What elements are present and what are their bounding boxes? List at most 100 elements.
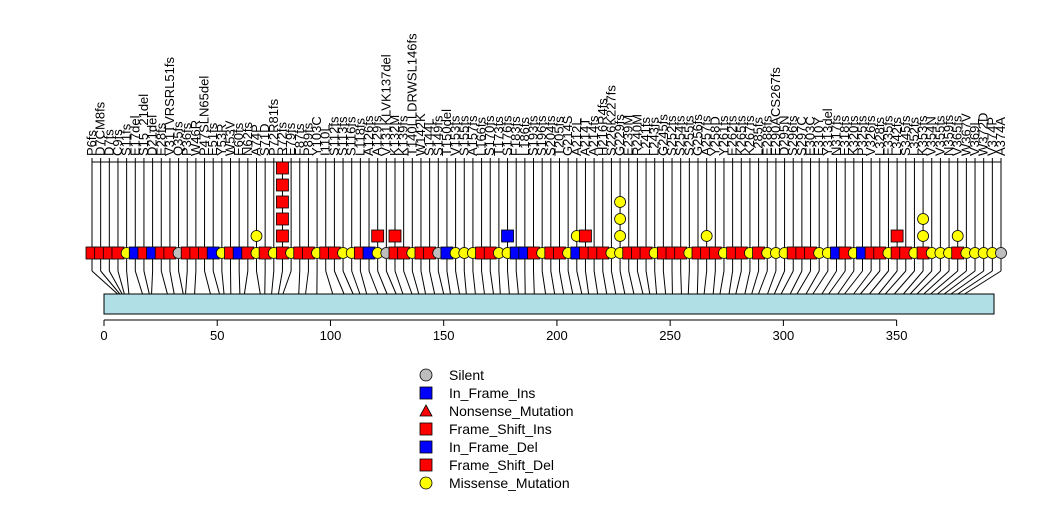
mutation-label: K139fs xyxy=(396,115,411,156)
mutation-label: G214S xyxy=(560,115,575,156)
stem-connector xyxy=(533,270,535,295)
mutation-label: C9fs xyxy=(110,129,125,156)
x-tick-label: 100 xyxy=(320,328,342,343)
stem-layer xyxy=(91,168,1002,295)
marker-frame_shift_del xyxy=(388,229,402,243)
legend-swatch xyxy=(419,386,433,400)
legend-swatch xyxy=(419,368,433,382)
stem-connector xyxy=(238,270,241,295)
mutation-label: N317fs xyxy=(829,114,844,156)
mutation-label: F87fs xyxy=(292,123,307,156)
mutation-label: G229fs xyxy=(612,114,627,156)
stem-connector xyxy=(805,270,820,295)
mutation-label: E79fs xyxy=(283,122,298,156)
stem-connector xyxy=(712,270,716,295)
legend-entry: Missense_Mutation xyxy=(419,475,570,491)
marker-silent xyxy=(995,247,1007,259)
stem-connector xyxy=(243,270,249,295)
mutation-label: S345fs xyxy=(898,115,913,156)
stem-connector xyxy=(844,270,863,295)
stem-connector xyxy=(342,270,354,295)
x-tick-label: 0 xyxy=(100,328,107,343)
stem-connector xyxy=(455,270,461,295)
stem-connector xyxy=(869,270,889,295)
stem-connector xyxy=(789,270,803,295)
stem-connector xyxy=(662,270,667,295)
mutation-label: L243fs xyxy=(647,116,662,156)
stem-connector xyxy=(282,270,292,295)
mutation-label: A214fs xyxy=(586,115,601,156)
mutation-label: S297C xyxy=(794,116,809,156)
mutation-label: N359fs xyxy=(941,114,956,156)
x-tick-label: 200 xyxy=(546,328,568,343)
mutation-label: V355fs xyxy=(932,115,947,156)
mutation-label: H216R4fs xyxy=(595,98,610,156)
mutation-label: P89fs xyxy=(300,122,315,156)
stem-connector xyxy=(751,270,760,295)
legend-entry: In_Frame_Ins xyxy=(419,385,535,401)
stem-connector xyxy=(515,270,519,295)
mutation-label: N62fs xyxy=(240,122,255,156)
marker-frame_shift_del xyxy=(579,229,592,243)
mutation-label: S113fs xyxy=(335,116,350,156)
mutation-label: L352fs xyxy=(906,116,921,156)
stem-connector xyxy=(359,270,368,295)
mutation-label: P72R81fs xyxy=(266,98,281,156)
legend-label: Silent xyxy=(449,367,484,383)
mutation-label: S296fs xyxy=(785,115,800,156)
marker-frame_shift_del xyxy=(371,229,385,243)
mutation-label: W372D xyxy=(976,113,991,156)
mutation-label: A126fs xyxy=(361,115,376,156)
stem-connector xyxy=(429,270,436,295)
mutation-label: T140LLDRWSL146fs xyxy=(404,33,419,156)
stem-connector xyxy=(325,270,334,295)
stem-connector xyxy=(437,270,445,295)
stem-connector xyxy=(593,270,599,295)
mutation-label: S255fs xyxy=(681,115,696,156)
legend-swatch xyxy=(419,404,433,417)
mutation-label: P36fs xyxy=(179,122,194,156)
mutation-label: K320fs xyxy=(846,115,861,156)
mutation-label: P47SLN65del xyxy=(197,76,212,156)
stem-connector xyxy=(385,270,397,295)
mutation-label: E17del xyxy=(127,115,142,156)
stem-connector xyxy=(550,270,556,295)
stem-connector xyxy=(619,270,626,295)
mutation-label: E303C xyxy=(803,116,818,156)
stem-connector xyxy=(821,270,837,295)
marker-missense_mutation xyxy=(917,230,929,242)
stem-connector xyxy=(271,270,275,295)
mutation-label: S149fs xyxy=(430,115,445,156)
mutation-label: L328fs xyxy=(872,116,887,156)
mutation-label: S144L xyxy=(422,118,437,156)
mutation-label: R240M xyxy=(629,114,644,156)
legend-label: Frame_Shift_Ins xyxy=(449,421,552,437)
mutation-label: S226K227fs xyxy=(603,85,618,156)
legend-swatch xyxy=(419,422,433,436)
mutation-label: V326fs xyxy=(863,115,878,156)
stem-connector xyxy=(446,270,451,295)
mutation-label: K353fs xyxy=(915,115,930,156)
mutation-label: S204fs xyxy=(543,115,558,156)
stem-connector xyxy=(860,270,881,295)
stem-connector xyxy=(498,270,501,295)
mutation-label: G245fs xyxy=(655,114,670,156)
stem-connector xyxy=(893,270,915,295)
stem-connector xyxy=(277,270,283,295)
mutation-label: L166fs xyxy=(474,116,489,156)
mutation-label: A157fs xyxy=(465,115,480,156)
stem-connector xyxy=(796,270,811,295)
stem-connector xyxy=(687,270,690,295)
stem-connector xyxy=(160,270,168,295)
mutation-label: E28fs xyxy=(153,122,168,156)
stem-connector xyxy=(878,270,898,295)
stem-connector xyxy=(351,270,361,295)
mutation-label: S176fs xyxy=(500,115,515,156)
stem-connector xyxy=(909,270,933,295)
mutation-label: Y258D xyxy=(707,116,722,156)
mutation-label: V153fs xyxy=(448,115,463,156)
stem-connector xyxy=(204,270,211,295)
stem-connector xyxy=(703,270,708,295)
marker-frame_shift_ins xyxy=(276,161,289,175)
